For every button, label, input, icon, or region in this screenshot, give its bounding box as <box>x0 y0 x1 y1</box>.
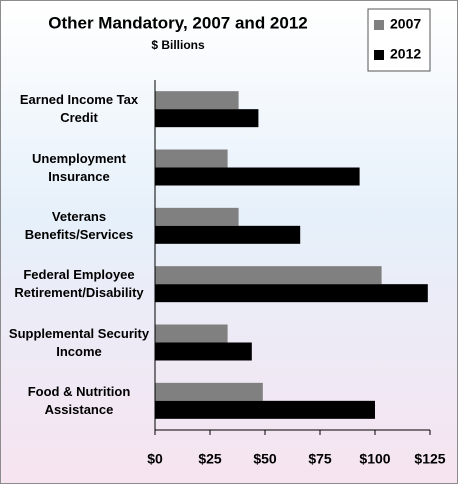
category-label: Veterans Benefits/Services <box>24 208 134 242</box>
x-tick-label: $50 <box>253 451 277 467</box>
bar <box>155 284 428 303</box>
x-tick-label: $75 <box>308 451 332 467</box>
bar <box>155 266 382 285</box>
category-label: Supplemental Security Income <box>8 325 150 359</box>
category-label: Unemployment Insurance <box>32 150 126 184</box>
chart-subtitle: $ Billions <box>151 38 205 52</box>
category-label: Earned Income Tax Credit <box>19 92 139 126</box>
bar <box>155 225 301 244</box>
bar <box>155 109 259 128</box>
bar <box>155 167 360 186</box>
legend-swatch <box>374 50 384 60</box>
legend-label: 2012 <box>390 46 421 62</box>
bar <box>155 207 239 226</box>
x-tick-label: $100 <box>359 451 390 467</box>
bar <box>155 91 239 110</box>
bar <box>155 342 252 361</box>
bar <box>155 400 375 419</box>
chart-title: Other Mandatory, 2007 and 2012 <box>48 13 308 32</box>
legend-label: 2007 <box>390 16 421 32</box>
category-label: Federal Employee Retirement/Disability <box>14 267 144 301</box>
bar <box>155 382 263 401</box>
bar <box>155 324 228 343</box>
legend-box <box>367 8 431 72</box>
category-label: Food & Nutrition Assistance <box>27 383 131 417</box>
x-tick-label: $125 <box>414 451 445 467</box>
legend-swatch <box>374 20 384 30</box>
x-tick-label: $25 <box>198 451 222 467</box>
x-tick-label: $0 <box>147 451 163 467</box>
bar <box>155 149 228 168</box>
